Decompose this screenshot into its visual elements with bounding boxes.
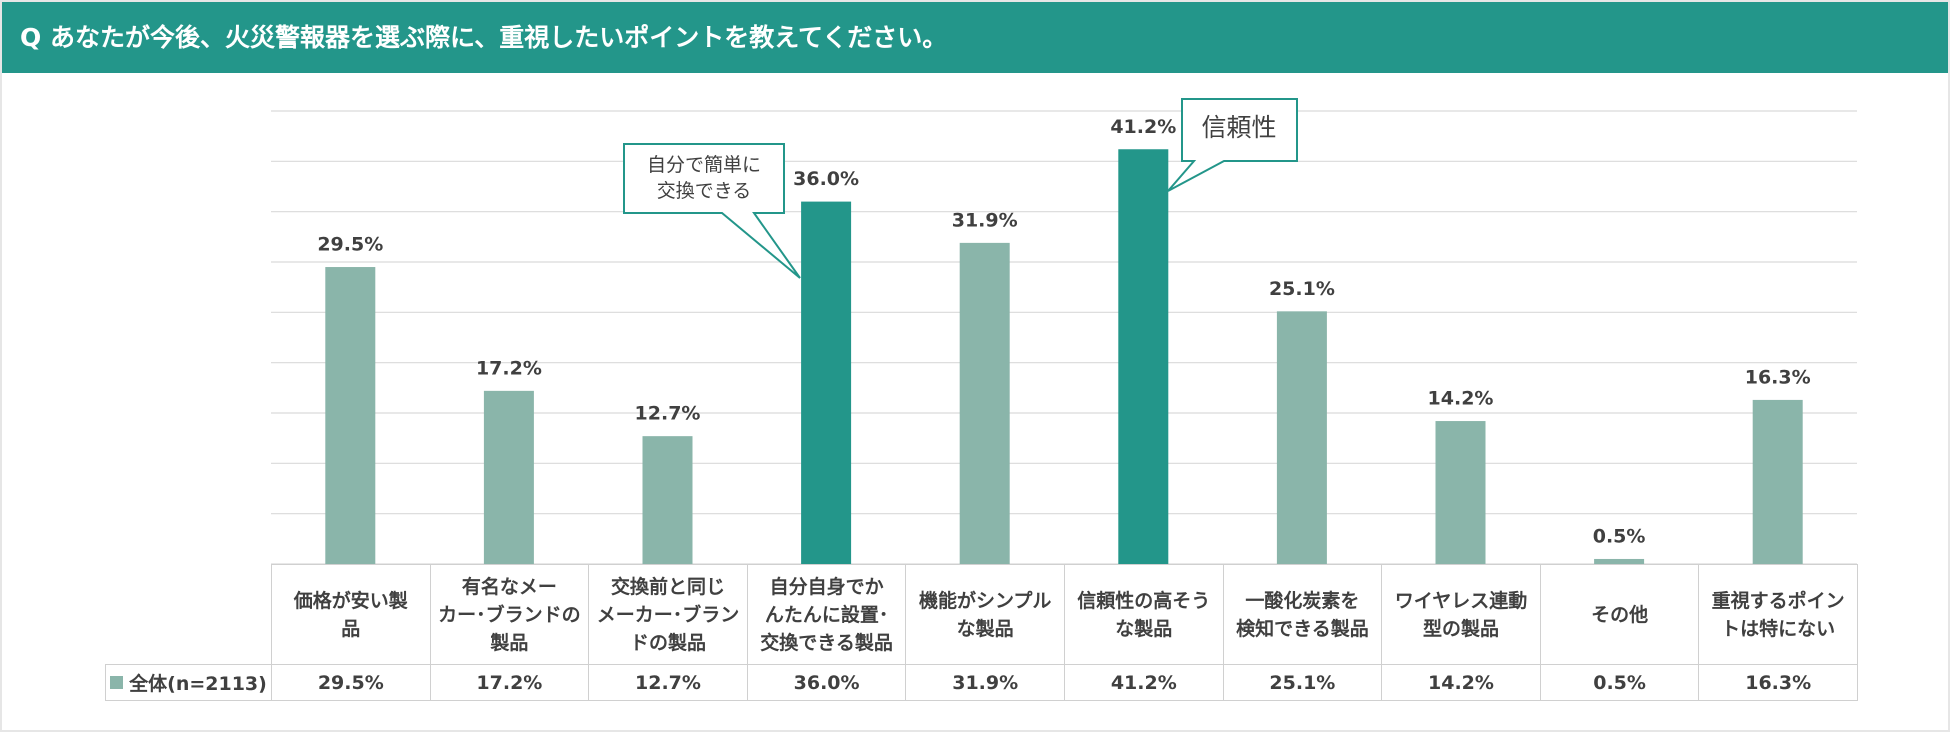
category-cell: 信頼性の高そう な製品 xyxy=(1064,564,1224,665)
chart-title: Q あなたが今後、火災警報器を選ぶ際に、重視したいポイントを教えてください。 xyxy=(2,2,1948,73)
value-cell: 17.2% xyxy=(429,664,590,701)
data-label: 29.5% xyxy=(317,234,383,256)
category-cell: 一酸化炭素を 検知できる製品 xyxy=(1222,564,1383,665)
callout xyxy=(1167,98,1298,192)
value-cell: 31.9% xyxy=(905,664,1065,701)
value-cell: 41.2% xyxy=(1064,664,1224,701)
data-label: 36.0% xyxy=(793,168,859,190)
value-cell: 29.5% xyxy=(271,664,431,701)
data-label: 12.7% xyxy=(635,403,701,425)
data-label: 41.2% xyxy=(1110,116,1176,138)
category-cell: 価格が安い製 品 xyxy=(271,564,431,665)
bar xyxy=(1594,558,1645,564)
value-cell: 16.3% xyxy=(1698,664,1858,701)
bar xyxy=(1435,421,1486,564)
callout-text: 信頼性 xyxy=(1201,113,1276,142)
bar xyxy=(801,201,852,564)
value-cell: 12.7% xyxy=(588,664,748,701)
bar xyxy=(325,267,376,564)
data-label: 14.2% xyxy=(1428,388,1494,410)
legend-cell: 全体(n=2113) xyxy=(105,664,272,701)
category-cell: 機能がシンプル な製品 xyxy=(905,564,1065,665)
legend-swatch xyxy=(110,676,124,689)
callout-text: 自分で簡単に交換できる xyxy=(647,154,761,202)
bar xyxy=(1752,399,1803,564)
bar xyxy=(959,242,1010,564)
legend-label: 全体(n=2113) xyxy=(129,673,267,695)
data-label: 0.5% xyxy=(1593,525,1646,547)
value-cell: 25.1% xyxy=(1222,664,1383,701)
category-cell: その他 xyxy=(1539,564,1700,665)
category-cell: 交換前と同じ メーカー･ブラン ドの製品 xyxy=(588,564,748,665)
value-cell: 14.2% xyxy=(1381,664,1541,701)
data-label: 25.1% xyxy=(1269,278,1335,300)
category-cell: 重視するポイン トは特にない xyxy=(1698,564,1858,665)
data-label: 17.2% xyxy=(476,357,542,379)
data-label: 31.9% xyxy=(952,209,1018,231)
category-cell: ワイヤレス連動 型の製品 xyxy=(1381,564,1541,665)
category-cell: 有名なメー カー･ブランドの 製品 xyxy=(429,564,590,665)
bar xyxy=(1276,311,1327,564)
bar xyxy=(483,390,534,564)
bar xyxy=(642,436,693,564)
data-label: 16.3% xyxy=(1745,366,1811,388)
bar xyxy=(1118,149,1169,564)
category-cell: 自分自身でか んたんに設置･ 交換できる製品 xyxy=(746,564,907,665)
callout xyxy=(623,143,801,279)
value-cell: 0.5% xyxy=(1539,664,1700,701)
value-cell: 36.0% xyxy=(746,664,907,701)
